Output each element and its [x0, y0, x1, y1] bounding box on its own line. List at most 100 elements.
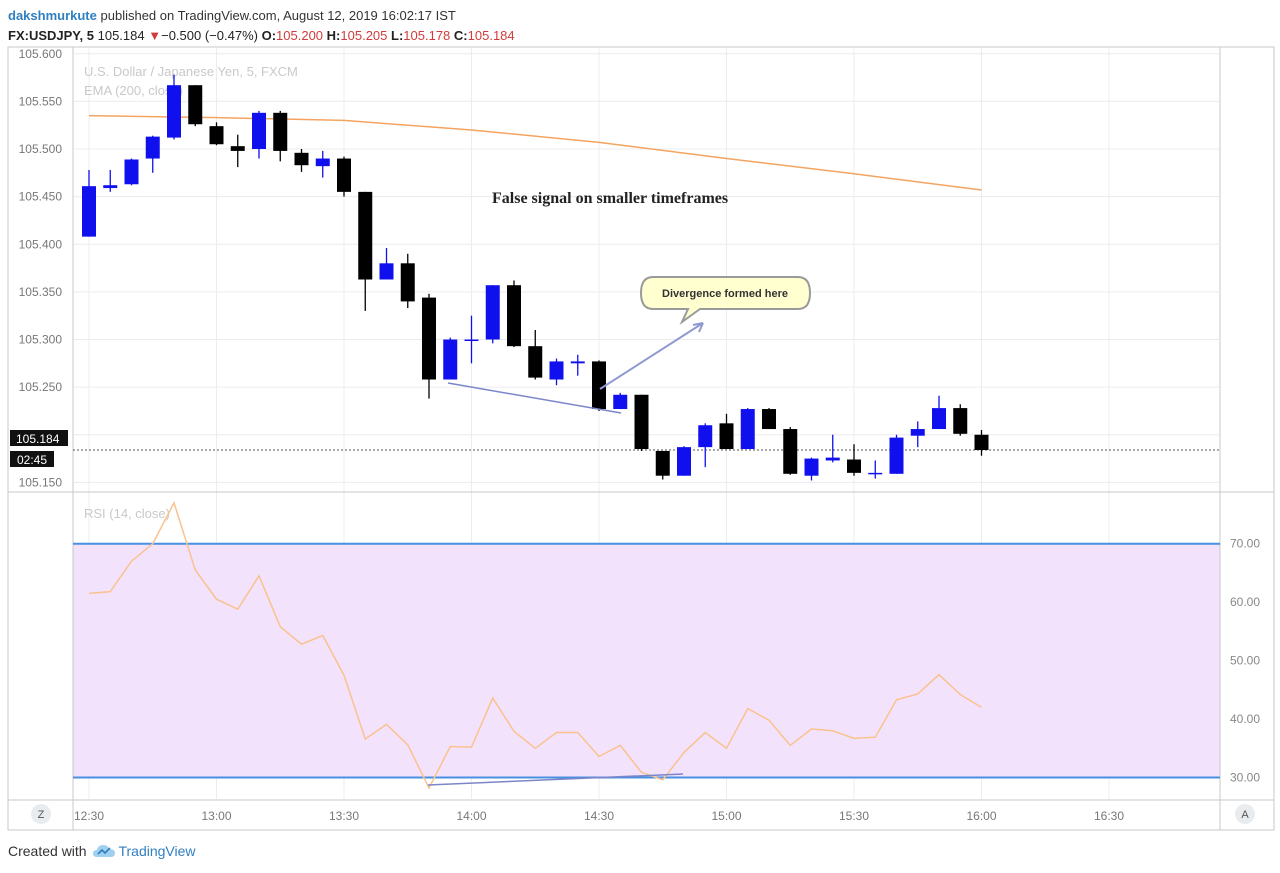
- bull-candle: [804, 458, 819, 476]
- rsi-tick-label: 30.00: [1230, 771, 1260, 785]
- bear-candle: [762, 409, 776, 430]
- auto-scale-label: A: [1241, 809, 1249, 821]
- bull-candle: [889, 437, 904, 474]
- tradingview-cloud-icon: [93, 845, 116, 857]
- bear-candle: [358, 191, 373, 280]
- price-tick-label: 105.500: [19, 142, 63, 156]
- bear-candle: [422, 297, 436, 380]
- divergence-price-line: [447, 382, 622, 414]
- time-tick-label: 16:30: [1094, 809, 1124, 823]
- rsi-band-fill: [73, 543, 1220, 778]
- bull-candle: [167, 85, 181, 138]
- bear-candle: [400, 263, 415, 302]
- price-tick-label: 105.600: [19, 47, 63, 61]
- bull-candle: [932, 408, 946, 430]
- headline-annotation: False signal on smaller timeframes: [492, 190, 728, 207]
- rsi-tick-label: 40.00: [1230, 712, 1260, 726]
- bull-candle: [868, 472, 883, 475]
- close-value: 105.184: [467, 28, 515, 43]
- ema-legend: EMA (200, close): [84, 83, 183, 98]
- bull-candle: [549, 361, 564, 380]
- high-value: 105.205: [340, 28, 388, 43]
- time-tick-label: 12:30: [74, 809, 104, 823]
- series-title: U.S. Dollar / Japanese Yen, 5, FXCM: [84, 64, 298, 79]
- rsi-axis[interactable]: 70.00 60.00 50.00 40.00 30.00: [1230, 537, 1260, 785]
- last-price-badge: [10, 430, 68, 446]
- bull-candle: [485, 285, 500, 340]
- divergence-arrow-shaft: [599, 322, 704, 390]
- bear-candle: [188, 85, 203, 125]
- rsi-tick-label: 70.00: [1230, 537, 1260, 551]
- created-with-label: Created with: [8, 843, 87, 859]
- time-tick-label: 14:30: [584, 809, 614, 823]
- bear-candle: [209, 126, 224, 145]
- zoom-reset-button[interactable]: [31, 804, 51, 824]
- bull-candle: [82, 186, 96, 237]
- chart-frame: [7, 46, 1275, 831]
- time-axis[interactable]: 12:30 13:00 13:30 14:00 14:30 15:00 15:30 16:00…: [74, 809, 1124, 823]
- bull-candle: [464, 339, 479, 342]
- price-tick-label: 105.450: [19, 190, 63, 204]
- time-tick-label: 15:30: [839, 809, 869, 823]
- bull-candle: [698, 425, 713, 448]
- price-tick-label: 105.250: [19, 380, 63, 394]
- bear-candle: [719, 423, 734, 450]
- open-value: 105.200: [276, 28, 324, 43]
- bear-candle: [273, 112, 288, 151]
- low-label: L:: [391, 28, 404, 43]
- price-tick-label: 105.150: [19, 475, 63, 489]
- quote-line: FX:USDJPY, 5 105.184 ▼−0.500 (−0.47%) O:…: [8, 26, 1268, 46]
- bear-candle: [953, 408, 968, 434]
- candles: [82, 74, 989, 481]
- time-tick-label: 14:00: [456, 809, 486, 823]
- bull-candle: [825, 457, 840, 461]
- ema-line: [88, 114, 982, 191]
- bull-candle: [910, 429, 925, 436]
- last-price-badge-text: 105.184: [16, 432, 60, 446]
- time-tick-label: 15:00: [711, 809, 741, 823]
- price-change: −0.500 (−0.47%): [161, 28, 258, 43]
- bull-candle: [103, 185, 118, 189]
- auto-scale-button[interactable]: [1235, 804, 1255, 824]
- bear-candle: [634, 394, 649, 450]
- bull-candle: [570, 361, 585, 364]
- rsi-line: [88, 500, 982, 790]
- bear-candle: [655, 450, 670, 476]
- close-label: C:: [453, 28, 468, 43]
- price-tick-label: 105.350: [19, 285, 63, 299]
- rsi-legend: RSI (14, close): [84, 506, 170, 521]
- bear-candle: [294, 152, 309, 166]
- low-value: 105.178: [403, 28, 451, 43]
- publish-info: published on TradingView.com, August 12,…: [100, 8, 456, 23]
- bear-candle: [592, 361, 606, 410]
- divergence-rsi-line: [427, 773, 684, 786]
- bull-candle: [145, 136, 160, 159]
- bear-candle: [528, 346, 543, 378]
- bull-candle: [677, 447, 691, 476]
- bear-candle: [783, 429, 798, 474]
- bull-candle: [315, 158, 330, 167]
- author-link[interactable]: dakshmurkute: [8, 8, 97, 23]
- price-tick-label: 105.400: [19, 237, 63, 251]
- chart-header: dakshmurkute published on TradingView.co…: [8, 6, 1268, 46]
- rsi-tick-label: 60.00: [1230, 595, 1260, 609]
- open-label: O:: [261, 28, 277, 43]
- bull-candle: [740, 409, 755, 450]
- countdown-badge: [10, 451, 54, 467]
- price-axis[interactable]: 105.600 105.550 105.500 105.450 105.400 105.3…: [19, 47, 63, 490]
- publish-line: dakshmurkute published on TradingView.co…: [8, 6, 1268, 26]
- tradingview-brand[interactable]: TradingView: [118, 843, 196, 859]
- rsi-tick-label: 50.00: [1230, 654, 1260, 668]
- bull-candle: [124, 159, 139, 185]
- bull-candle: [443, 339, 458, 380]
- divergence-arrow-head: [692, 322, 704, 333]
- last-price: 105.184: [97, 28, 145, 43]
- bull-candle: [252, 112, 266, 150]
- time-tick-label: 13:00: [201, 809, 231, 823]
- bear-candle: [337, 158, 351, 192]
- price-tick-label: 105.300: [19, 333, 63, 347]
- price-tick-label: 105.550: [19, 94, 63, 108]
- symbol-label: FX:USDJPY, 5: [8, 28, 94, 43]
- zoom-reset-label: Z: [38, 809, 45, 821]
